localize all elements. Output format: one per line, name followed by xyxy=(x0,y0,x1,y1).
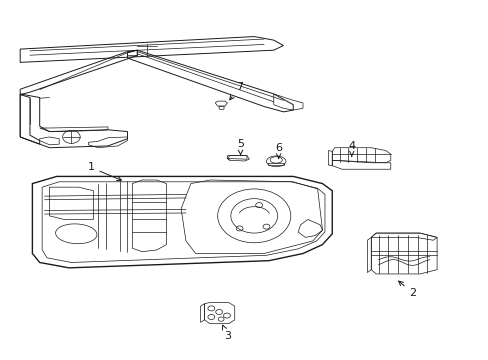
Text: 4: 4 xyxy=(347,141,355,157)
Text: 6: 6 xyxy=(275,143,282,158)
Text: 3: 3 xyxy=(222,325,230,341)
Text: 2: 2 xyxy=(398,281,415,298)
Text: 1: 1 xyxy=(87,162,121,181)
Text: 7: 7 xyxy=(229,82,243,100)
Text: 5: 5 xyxy=(237,139,244,155)
